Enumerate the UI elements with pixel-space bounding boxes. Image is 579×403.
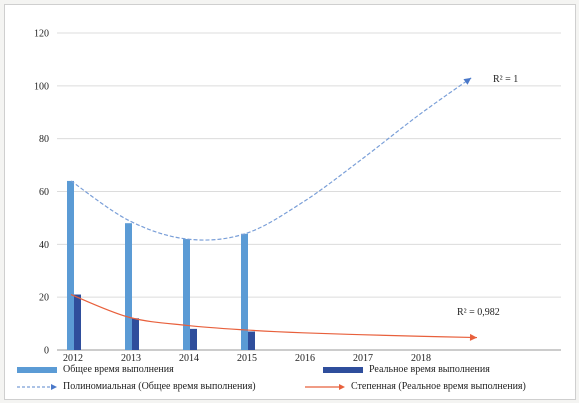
bar-total [183, 239, 190, 350]
r2-label-poly: R² = 1 [493, 74, 518, 85]
x-tick-label: 2012 [63, 353, 83, 364]
chart-frame: 0 20 40 60 80 100 120 2012 2013 2014 2015 2016 2017… [4, 4, 576, 400]
y-tick-label: 80 [39, 134, 49, 145]
x-tick-label: 2015 [237, 353, 257, 364]
y-tick-label: 60 [39, 187, 49, 198]
r2-label-power: R² = 0,982 [457, 307, 500, 318]
legend-label-power: Степенная (Реальное время выполнения) [351, 381, 526, 392]
legend-swatch-total [17, 366, 57, 373]
bar-total [125, 223, 132, 350]
legend-swatch-poly [17, 383, 57, 391]
x-axis-ticks: 2012 2013 2014 2015 2016 2017 2018 [63, 353, 431, 364]
bar-real [132, 318, 139, 350]
y-tick-label: 120 [34, 29, 49, 40]
legend-swatch-power [305, 383, 345, 391]
trendline-poly [70, 77, 472, 241]
legend-item-real: Реальное время выполнения [323, 364, 490, 375]
legend-item-total: Общее время выполнения [17, 364, 174, 375]
legend-label-total: Общее время выполнения [63, 364, 174, 375]
x-tick-label: 2014 [179, 353, 199, 364]
legend-label-real: Реальное время выполнения [369, 364, 490, 375]
legend-item-power: Степенная (Реальное время выполнения) [305, 381, 526, 392]
r2-annotations: R² = 1 R² = 0,982 [457, 74, 518, 318]
y-axis-ticks: 0 20 40 60 80 100 120 [34, 29, 49, 357]
gridlines [57, 32, 561, 351]
x-tick-label: 2018 [411, 353, 431, 364]
trendline-arrow [463, 77, 472, 85]
chart-svg: 0 20 40 60 80 100 120 2012 2013 2014 2015 2016 2017… [34, 29, 561, 364]
x-tick-label: 2017 [353, 353, 373, 364]
y-tick-label: 40 [39, 240, 49, 251]
legend-swatch-real [323, 366, 363, 373]
bar-real [74, 294, 81, 350]
y-tick-label: 100 [34, 81, 49, 92]
trendline-power [70, 293, 478, 339]
bar-real [190, 328, 197, 350]
legend-label-poly: Полиномиальная (Общее время выполнения) [63, 381, 256, 392]
bars [67, 180, 255, 350]
x-tick-label: 2016 [295, 353, 315, 364]
y-tick-label: 0 [44, 346, 49, 357]
trendline-arrow [469, 333, 477, 341]
bar-total [67, 180, 74, 350]
trendlines [70, 77, 478, 341]
legend-item-poly: Полиномиальная (Общее время выполнения) [17, 381, 256, 392]
bar-total [241, 233, 248, 350]
y-tick-label: 20 [39, 293, 49, 304]
x-tick-label: 2013 [121, 353, 141, 364]
bar-real [248, 331, 255, 350]
